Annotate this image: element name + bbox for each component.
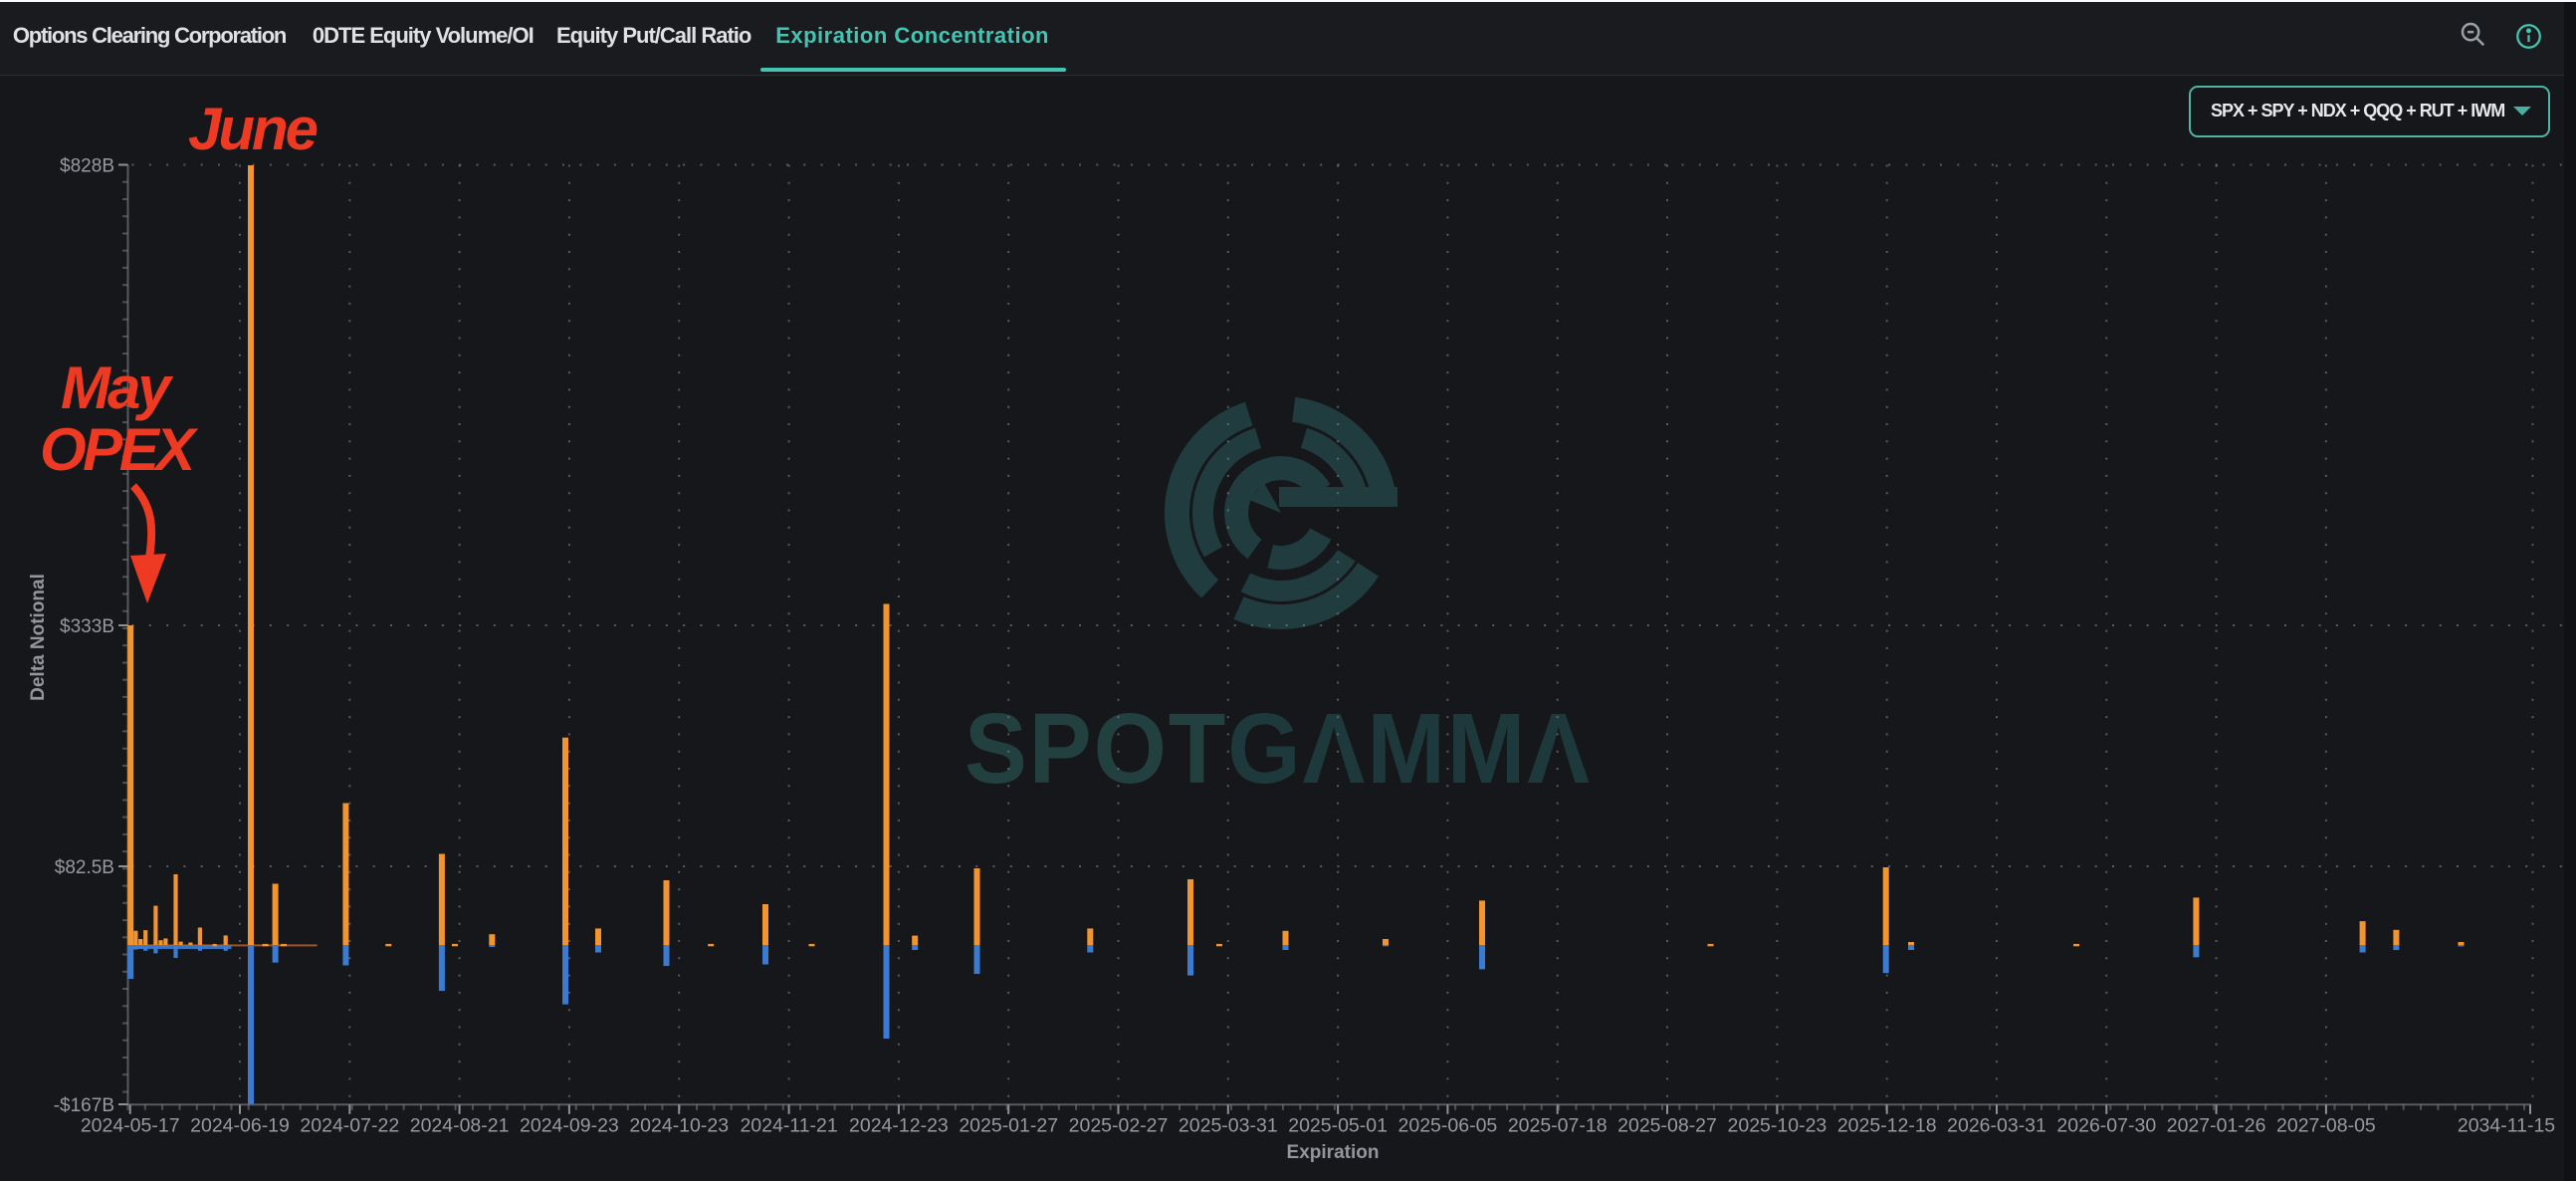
svg-text:$828B: $828B: [60, 155, 114, 176]
svg-text:2025-02-27: 2025-02-27: [1069, 1115, 1169, 1137]
svg-text:2025-07-18: 2025-07-18: [1508, 1115, 1608, 1137]
svg-text:Delta Notional: Delta Notional: [28, 574, 49, 701]
svg-text:SPOTGΛMMΛ: SPOTGΛMMΛ: [965, 693, 1592, 805]
svg-text:2025-08-27: 2025-08-27: [1617, 1115, 1717, 1137]
svg-text:OPEX: OPEX: [40, 416, 199, 483]
svg-text:May: May: [61, 354, 173, 421]
svg-text:2024-12-23: 2024-12-23: [849, 1115, 949, 1137]
svg-text:$333B: $333B: [60, 616, 114, 637]
svg-text:June: June: [188, 96, 318, 162]
svg-text:2026-03-31: 2026-03-31: [1947, 1115, 2046, 1137]
svg-text:2024-09-23: 2024-09-23: [520, 1115, 619, 1137]
svg-text:2025-01-27: 2025-01-27: [959, 1115, 1058, 1137]
svg-text:2025-10-23: 2025-10-23: [1728, 1115, 1827, 1137]
svg-text:2034-11-15: 2034-11-15: [2458, 1115, 2555, 1137]
svg-text:2024-06-19: 2024-06-19: [190, 1115, 290, 1137]
svg-text:2024-11-21: 2024-11-21: [740, 1115, 837, 1137]
svg-text:2025-06-05: 2025-06-05: [1398, 1115, 1498, 1137]
svg-text:2024-05-17: 2024-05-17: [81, 1115, 180, 1137]
svg-text:2024-08-21: 2024-08-21: [410, 1115, 510, 1137]
svg-text:-$167B: -$167B: [54, 1095, 114, 1116]
svg-text:2027-08-05: 2027-08-05: [2276, 1115, 2376, 1137]
svg-text:2024-07-22: 2024-07-22: [300, 1115, 399, 1137]
svg-text:2024-10-23: 2024-10-23: [629, 1115, 729, 1137]
svg-text:Expiration: Expiration: [1287, 1142, 1380, 1163]
svg-text:$82.5B: $82.5B: [55, 857, 114, 878]
svg-text:2026-07-30: 2026-07-30: [2056, 1115, 2156, 1137]
svg-text:2025-12-18: 2025-12-18: [1837, 1115, 1937, 1137]
svg-text:2025-05-01: 2025-05-01: [1288, 1115, 1388, 1137]
svg-text:2025-03-31: 2025-03-31: [1179, 1115, 1278, 1137]
svg-text:2027-01-26: 2027-01-26: [2167, 1115, 2266, 1137]
